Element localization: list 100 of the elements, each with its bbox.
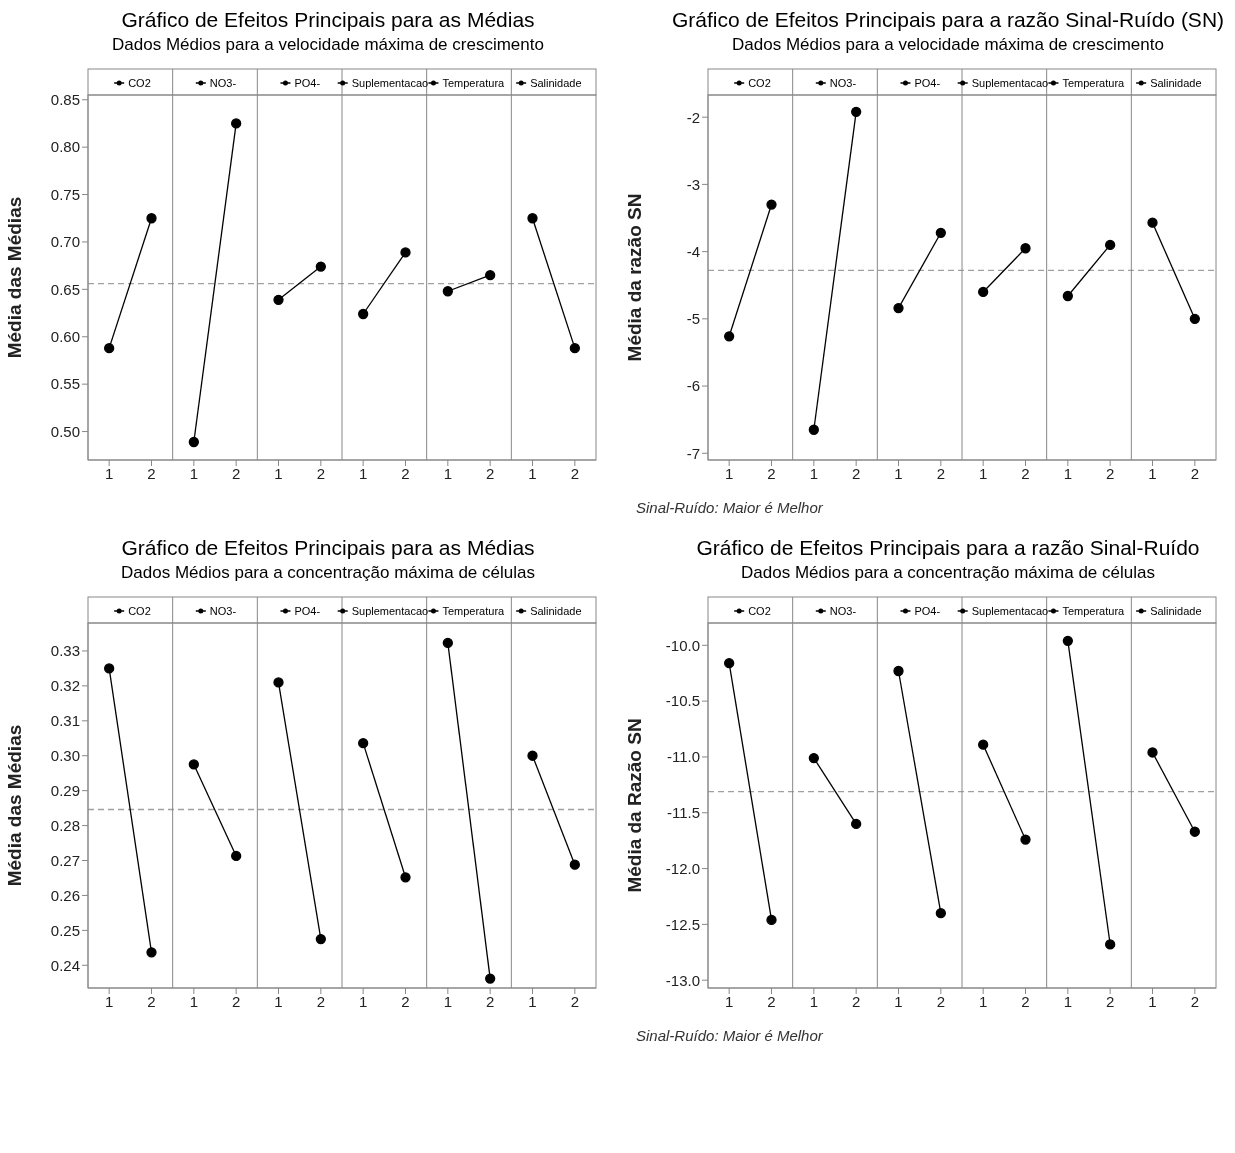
point [273,294,284,305]
point [485,269,496,281]
point [978,286,989,298]
y-tick-label: 0.25 [50,921,80,939]
legend-label: Salinidade [1150,605,1202,617]
point [442,637,453,649]
legend-label: PO4- [294,77,321,89]
x-tick-label: 2 [1105,464,1115,482]
point [1020,834,1031,845]
y-tick-label: -2 [686,108,700,126]
y-tick-label: 0.33 [50,642,80,660]
point [1147,217,1158,228]
point [1105,239,1116,251]
point [935,908,946,919]
x-tick-label: 1 [189,992,199,1010]
text: Sinal-Ruído: Maior é Melhor [636,499,824,516]
x-tick-label: 2 [1105,992,1115,1010]
chart-title: Gráfico de Efeitos Principais para as Médias [120,536,536,560]
point [1189,313,1200,324]
legend-label: CO2 [748,605,771,617]
point [569,342,580,354]
point [527,750,538,761]
x-tick-label: 1 [189,464,199,482]
y-tick-label: 0.70 [50,233,80,251]
x-tick-label: 1 [528,992,537,1010]
point [851,818,862,830]
x-tick-label: 1 [894,464,903,482]
x-tick-label: 1 [1148,464,1157,482]
point [808,752,819,764]
point [724,331,735,342]
legend-label: Temperatura [1062,77,1126,89]
x-tick-label: 2 [316,992,326,1010]
x-tick-label: 2 [485,992,495,1010]
y-tick-label: 0.30 [50,747,80,765]
y-tick-label: 0.50 [50,422,80,440]
point [442,286,453,297]
x-tick-label: 2 [1190,464,1200,482]
x-tick-label: 1 [528,464,537,482]
y-tick-label: 0.60 [50,328,80,346]
legend-label: Suplementacao [971,77,1049,89]
point [1147,747,1158,758]
chart-title: Gráfico de Efeitos Principais para as Médias [120,8,536,32]
point [400,247,411,258]
point [808,424,819,435]
x-tick-label: 2 [767,992,776,1010]
chart-title: Gráfico de Efeitos Principais para a razão Sinal-Ruído (SN) [670,8,1226,32]
point [400,872,411,883]
x-tick-label: 1 [1063,992,1073,1010]
x-tick-label: 1 [978,992,988,1010]
point [527,213,538,224]
x-tick-label: 2 [147,464,156,482]
x-tick-label: 2 [1190,992,1200,1010]
point [358,738,369,749]
legend-label: Temperatura [442,605,506,617]
y-tick-label: -10.5 [665,692,700,710]
x-tick-label: 2 [401,464,410,482]
x-tick-label: 2 [401,992,410,1010]
x-tick-label: 1 [894,992,903,1010]
x-tick-label: 1 [1063,464,1073,482]
legend-label: NO3- [829,77,857,89]
x-tick-label: 1 [724,464,734,482]
legend-label: Suplementacao [351,605,429,617]
legend-label: CO2 [128,77,151,89]
legend-label: NO3- [829,605,857,617]
x-tick-label: 2 [851,464,861,482]
y-tick-label: 0.27 [50,851,80,869]
y-tick-label: -11.5 [666,804,700,822]
y-tick-label: 0.26 [50,886,80,904]
x-tick-label: 1 [104,464,114,482]
point [231,118,242,129]
point [569,859,580,870]
x-tick-label: 2 [767,464,776,482]
text: Sinal-Ruído: Maior é Melhor [636,1027,824,1044]
point [1189,826,1200,837]
y-tick-label: -4 [686,242,700,260]
chart-subtitle: Dados Médios para a concentração máxima de células [120,563,536,583]
point [188,436,199,448]
legend-label: Temperatura [1062,605,1126,617]
point [851,106,862,117]
point [358,308,369,320]
legend-label: NO3- [209,605,237,617]
y-tick-label: 0.24 [50,956,80,974]
y-tick-label: 0.85 [50,91,80,109]
point [893,665,904,677]
legend-label: NO3- [209,77,237,89]
point [104,342,115,354]
legend-label: Temperatura [442,77,506,89]
point [935,227,946,238]
legend-label: Suplementacao [971,605,1049,617]
y-tick-label: -10.0 [665,636,700,654]
y-tick-label: -7 [686,444,700,462]
legend-label: Salinidade [530,77,582,89]
x-tick-label: 2 [936,992,946,1010]
y-tick-label: -11.0 [666,748,700,766]
x-tick-label: 1 [1148,992,1157,1010]
point [766,914,777,926]
chart-subtitle: Dados Médios para a concentração máxima de células [740,563,1156,583]
point [1062,290,1073,302]
point [766,199,777,210]
y-tick-label: 0.75 [50,185,80,203]
